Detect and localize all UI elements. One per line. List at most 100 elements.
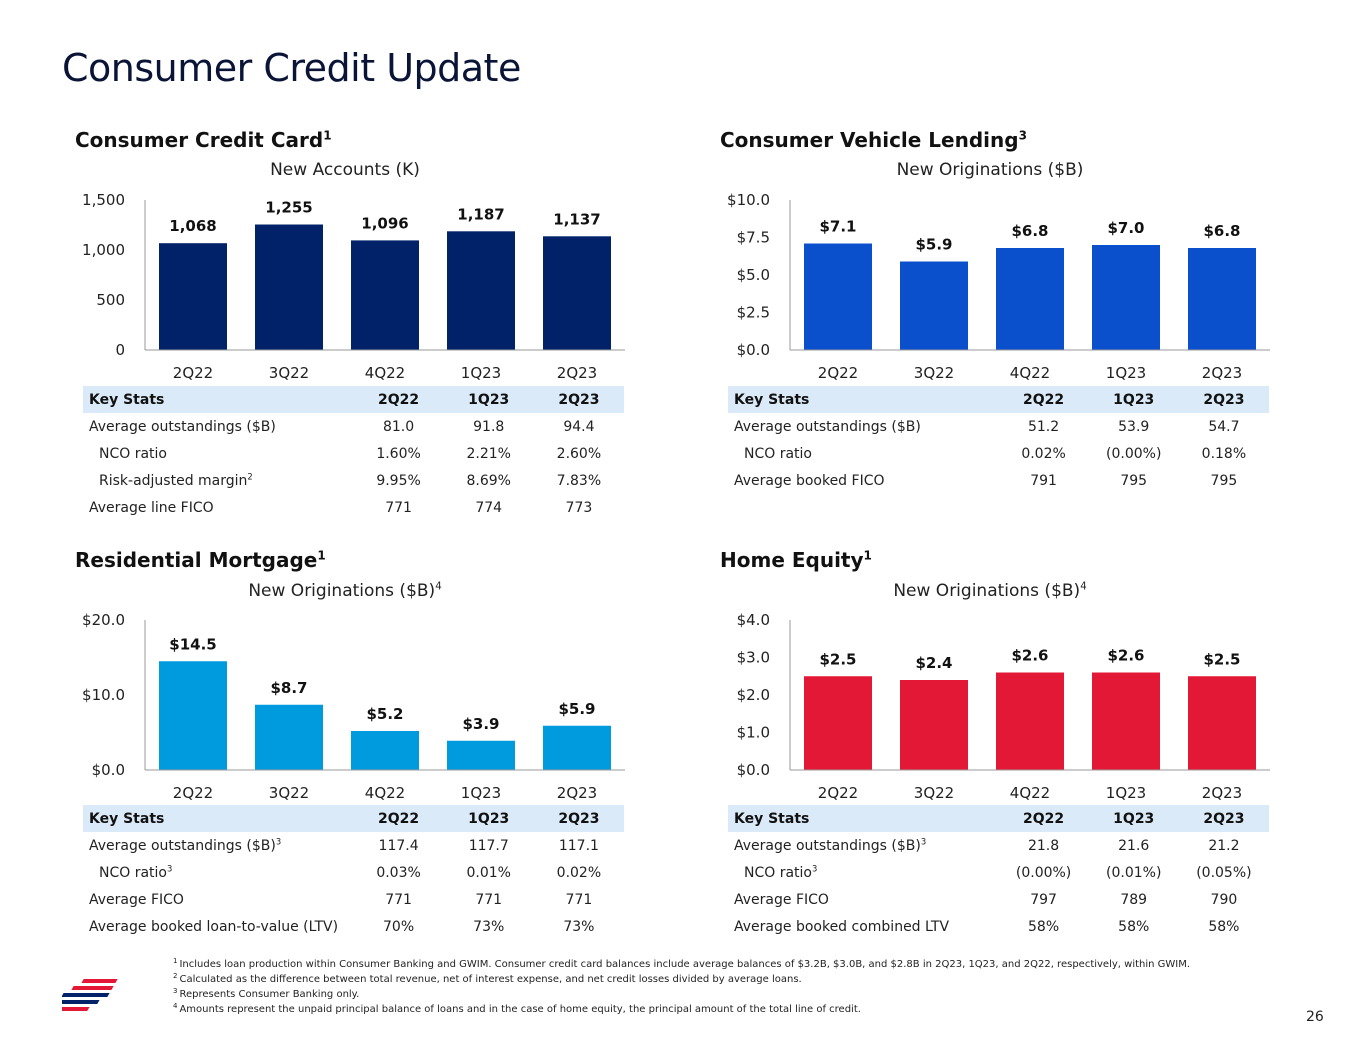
x-category-label: 1Q23 — [1106, 784, 1146, 802]
x-category-label: 3Q22 — [269, 364, 309, 382]
row-label-footnote: 3 — [167, 862, 173, 873]
row-label-text: Average booked FICO — [734, 472, 885, 489]
key-stats-table: Key Stats 2Q22 1Q23 2Q23 Average outstanding… — [83, 805, 624, 940]
bar — [351, 240, 419, 350]
row-label-text: Average outstandings ($B) — [734, 837, 921, 854]
chart-subtitle: New Accounts (K) — [75, 160, 615, 180]
table-header-row: Key Stats 2Q22 1Q23 2Q23 — [83, 386, 624, 413]
row-label-text: NCO ratio — [744, 445, 812, 462]
footnote: 3 Represents Consumer Banking only. — [173, 987, 1273, 1002]
row-label-text: NCO ratio — [99, 445, 167, 462]
row-label: NCO ratio3 — [728, 859, 999, 886]
column-header-key-stats: Key Stats — [734, 391, 810, 408]
table-cell: 789 — [1120, 891, 1148, 908]
table-cell: 0.02% — [556, 864, 602, 881]
table-cell: (0.05%) — [1196, 864, 1252, 881]
bar-value-label: $2.6 — [1011, 647, 1048, 665]
footnote-number: 3 — [173, 986, 178, 995]
vehicle-originations-bar-chart: $0.0 $2.5 $5.0 $7.5 $10.0 $7.1 2Q22 $5.9 3Q22 $6.… — [727, 191, 1270, 382]
row-label-text: Average FICO — [89, 891, 184, 908]
x-category-label: 2Q22 — [173, 364, 213, 382]
footnotes: 1 Includes loan production within Consume… — [173, 957, 1273, 1017]
footnote: 4 Amounts represent the unpaid principal … — [173, 1002, 1273, 1017]
bar — [900, 680, 968, 770]
column-header-period: 2Q23 — [558, 391, 600, 408]
chart-subtitle-text: New Originations ($B) — [893, 581, 1081, 601]
row-label-footnote: 3 — [275, 835, 282, 846]
chart-subtitle-text: New Originations ($B) — [248, 581, 436, 601]
page-number: 26 — [1306, 1009, 1324, 1025]
bar — [255, 704, 323, 770]
bar — [1092, 672, 1160, 770]
y-tick-label: $3.0 — [737, 649, 770, 667]
bar-value-label: $2.6 — [1107, 647, 1144, 665]
table-cell: 73% — [473, 918, 505, 935]
row-label-text: Average booked combined LTV — [734, 918, 950, 935]
bar-value-label: 1,068 — [169, 217, 216, 235]
table-header-row: Key Stats 2Q22 1Q23 2Q23 — [728, 386, 1269, 413]
table-cell: 53.9 — [1118, 418, 1150, 435]
column-header-period: 1Q23 — [468, 391, 510, 408]
table-cell: 91.8 — [473, 418, 505, 435]
x-category-label: 4Q22 — [1010, 784, 1050, 802]
table-cell: (0.00%) — [1015, 864, 1072, 881]
table-row: Average FICO 771 771 771 — [83, 886, 624, 913]
bank-flag-logo-icon — [62, 979, 118, 1011]
x-category-label: 4Q22 — [1010, 364, 1050, 382]
chart-subtitle: New Originations ($B)4 — [75, 581, 615, 601]
x-category-label: 3Q22 — [914, 784, 954, 802]
bar — [1188, 248, 1256, 350]
x-category-label: 2Q23 — [557, 364, 597, 382]
bar — [447, 740, 515, 770]
bar-value-label: $5.2 — [366, 705, 403, 723]
x-category-label: 1Q23 — [461, 784, 501, 802]
bar-value-label: $5.9 — [915, 236, 952, 254]
row-label-text: Average outstandings ($B) — [89, 837, 276, 854]
bar-value-label: $2.4 — [915, 654, 952, 672]
table-cell: 771 — [565, 891, 593, 908]
bar — [996, 248, 1064, 350]
table-cell: 58% — [1028, 918, 1060, 935]
table-row: Average FICO 797 789 790 — [728, 886, 1269, 913]
table-row: Average outstandings ($B) 81.0 91.8 94.4 — [83, 413, 624, 440]
new-accounts-bar-chart: 0 500 1,000 1,500 1,068 2Q22 1,255 3Q22 1,096 4Q2… — [82, 191, 625, 382]
y-tick-label: $1.0 — [737, 724, 770, 742]
table-cell: 790 — [1210, 891, 1238, 908]
column-header-period: 2Q22 — [1023, 391, 1065, 408]
column-header-period: 1Q23 — [468, 810, 510, 827]
column-header-period: 2Q23 — [1203, 810, 1245, 827]
panel-title-footnote: 1 — [323, 128, 332, 143]
row-label-footnote: 2 — [247, 470, 253, 481]
panel-title-text: Home Equity — [720, 548, 864, 572]
table-cell: 21.8 — [1027, 837, 1060, 854]
table-cell: 0.02% — [1021, 445, 1066, 462]
table-row: Risk-adjusted margin2 9.95% 8.69% 7.83% — [83, 467, 624, 494]
bar-value-label: $7.1 — [819, 218, 856, 236]
bar-value-label: $3.9 — [462, 715, 499, 733]
table-cell: 771 — [475, 891, 503, 908]
row-label: Average booked loan-to-value (LTV) — [83, 913, 354, 940]
row-label-footnote: 3 — [812, 862, 818, 873]
x-category-label: 4Q22 — [365, 784, 405, 802]
column-header-period: 2Q22 — [378, 810, 420, 827]
x-category-label: 3Q22 — [914, 364, 954, 382]
panel-title-text: Consumer Credit Card — [75, 128, 324, 152]
table-cell: 791 — [1030, 472, 1057, 489]
y-tick-label: 0 — [115, 341, 125, 359]
logo-stripe — [62, 1007, 90, 1011]
bar — [159, 661, 227, 770]
bar-value-label: 1,187 — [457, 205, 504, 223]
y-tick-label: $4.0 — [737, 611, 770, 629]
y-tick-label: 500 — [96, 291, 125, 309]
table-cell: 795 — [1120, 472, 1148, 489]
table-row: Average booked loan-to-value (LTV) 70% 73%… — [83, 913, 624, 940]
table-cell: 94.4 — [563, 418, 595, 435]
x-category-label: 2Q22 — [818, 364, 858, 382]
chart-subtitle-footnote: 4 — [1080, 581, 1087, 593]
row-label-text: Average outstandings ($B) — [89, 418, 276, 435]
bar-value-label: $2.5 — [819, 650, 856, 668]
row-label-text: Average outstandings ($B) — [734, 418, 921, 435]
mortgage-originations-bar-chart: $0.0 $10.0 $20.0 $14.5 2Q22 $8.7 3Q22 $5.2 4Q22 $… — [82, 611, 625, 802]
x-category-label: 2Q23 — [1202, 784, 1242, 802]
bar — [1092, 245, 1160, 350]
